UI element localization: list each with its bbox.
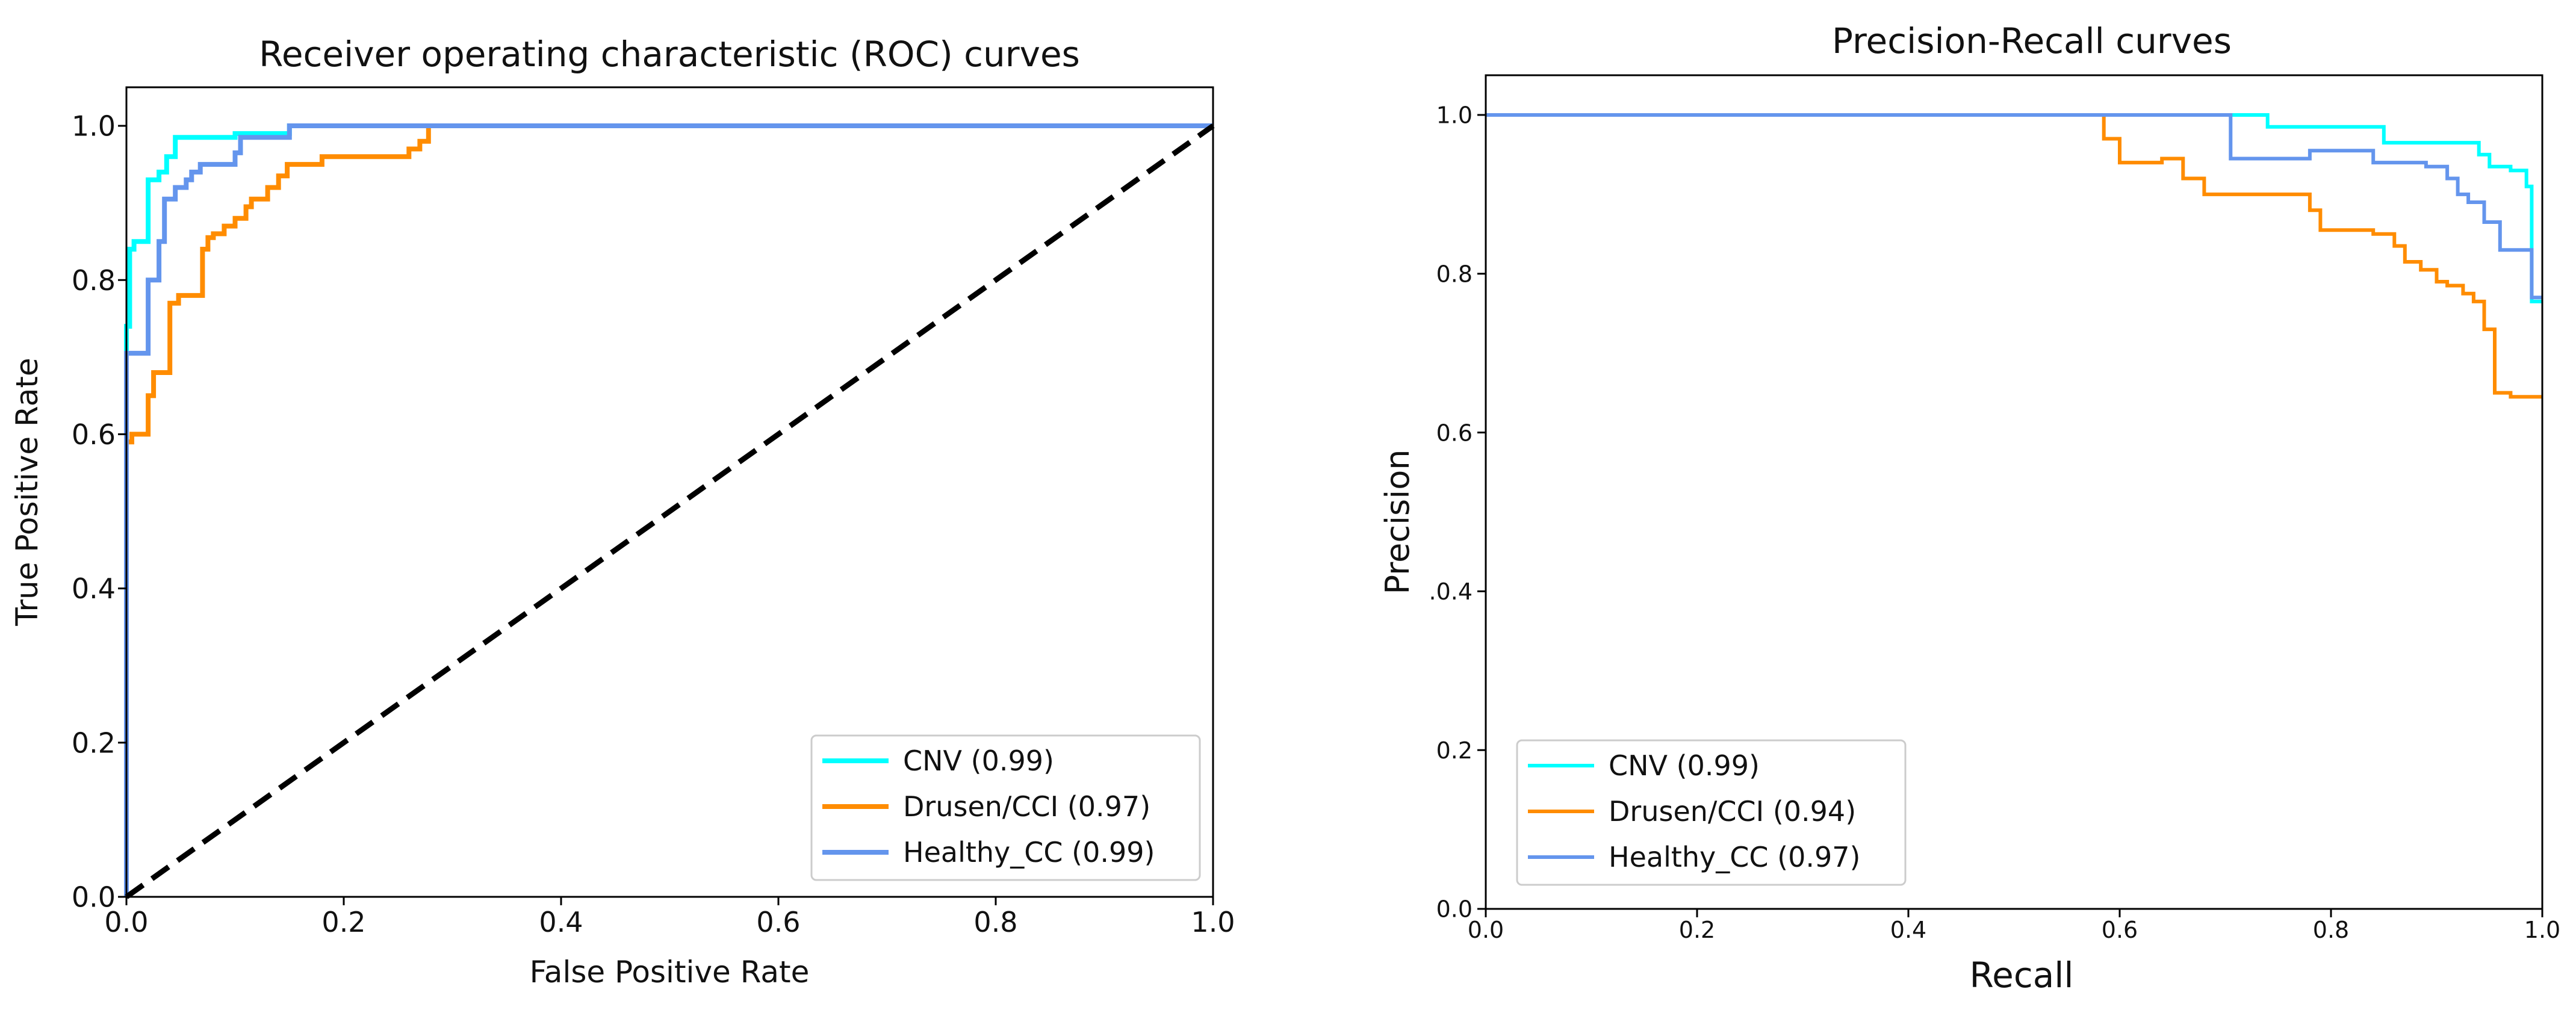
roc-x-tick-label-3: 0.6: [756, 906, 800, 938]
roc-y-ticks: 0.0 0.2 0.4 0.6 0.8 1.0: [72, 110, 126, 914]
roc-legend-label-0: CNV (0.99): [903, 745, 1054, 777]
roc-chart: Receiver operating characteristic (ROC) …: [10, 34, 1235, 990]
roc-legend-label-1: Drusen/CCI (0.97): [903, 790, 1150, 823]
roc-x-tick-label-0: 0.0: [104, 906, 148, 938]
roc-y-tick-label-5: 1.0: [72, 110, 116, 143]
roc-series-2-line: [124, 123, 1213, 897]
roc-curves: [124, 123, 1215, 899]
roc-series-3-line: [125, 123, 1215, 899]
roc-series-1-line: [124, 123, 1213, 897]
roc-x-tick-label-5: 1.0: [1191, 906, 1235, 938]
pr-x-ticks: 0.0 0.2 0.4 0.6 0.8 1.0: [1468, 909, 2560, 943]
roc-y-tick-label-2: 0.4: [72, 572, 116, 605]
pr-x-tick-label-2: 0.4: [1890, 917, 1926, 943]
pr-y-axis-label: Precision: [1379, 450, 1417, 595]
pr-chart-title: Precision-Recall curves: [1832, 20, 2232, 61]
pr-legend-label-0: CNV (0.99): [1609, 749, 1760, 782]
roc-plot-frame: [125, 86, 1214, 898]
roc-legend-label-2: Healthy_CC (0.99): [903, 836, 1155, 869]
roc-x-tick-label-2: 0.4: [539, 906, 583, 938]
pr-legend-label-1: Drusen/CCI (0.94): [1609, 795, 1856, 828]
roc-y-tick-label-0: 0.0: [72, 881, 116, 914]
roc-chart-title: Receiver operating characteristic (ROC) …: [259, 34, 1080, 75]
pr-y-tick-label-4: 0.8: [1436, 261, 1473, 287]
roc-legend: CNV (0.99) Drusen/CCI (0.97) Healthy_CC (0…: [810, 734, 1201, 881]
pr-y-tick-label-3: 0.6: [1436, 420, 1473, 446]
roc-x-tick-label-4: 0.8: [973, 906, 1017, 938]
pr-y-tick-label-1: 0.2: [1436, 737, 1473, 764]
roc-legend-box: [810, 734, 1201, 881]
pr-x-tick-label-3: 0.6: [2102, 917, 2138, 943]
pr-x-tick-label-0: 0.0: [1468, 917, 1504, 943]
pr-legend-label-2: Healthy_CC (0.97): [1609, 841, 1860, 873]
roc-y-tick-label-4: 0.8: [72, 264, 116, 297]
pr-curves: [1486, 113, 2542, 399]
pr-series-0-line: [1486, 113, 2542, 303]
pr-chart: Precision-Recall curves 0.0 0.2 0.4 0.6 0.8 1…: [1379, 20, 2560, 996]
roc-x-ticks: 0.0 0.2 0.4 0.6 0.8 1.0: [104, 897, 1235, 938]
pr-x-axis-label: Recall: [1969, 955, 2073, 996]
pr-legend: CNV (0.99) Drusen/CCI (0.94) Healthy_CC (0…: [1516, 739, 1907, 886]
pr-y-tick-label-0: 0.0: [1436, 896, 1473, 923]
pr-x-tick-label-1: 0.2: [1679, 917, 1715, 943]
roc-series-0-line: [124, 123, 1213, 897]
roc-y-tick-label-3: 0.6: [72, 418, 116, 451]
pr-legend-box: [1516, 739, 1907, 886]
pr-y-ticks: 0.0 0.2 .0.4 0.6 0.8 1.0: [1429, 102, 1486, 923]
pr-x-tick-label-4: 0.8: [2313, 917, 2349, 943]
roc-y-axis-label: True Positive Rate: [10, 358, 45, 626]
roc-y-tick-label-1: 0.2: [72, 727, 116, 759]
pr-plot-frame: [1485, 74, 2543, 910]
roc-x-axis-label: False Positive Rate: [530, 955, 810, 990]
pr-y-tick-label-2: .0.4: [1429, 578, 1473, 605]
pr-series-1-line: [1486, 113, 2542, 399]
pr-x-tick-label-5: 1.0: [2524, 917, 2560, 943]
pr-series-2-line: [1486, 113, 2542, 300]
pr-y-tick-label-5: 1.0: [1436, 102, 1473, 129]
roc-x-tick-label-1: 0.2: [321, 906, 365, 938]
